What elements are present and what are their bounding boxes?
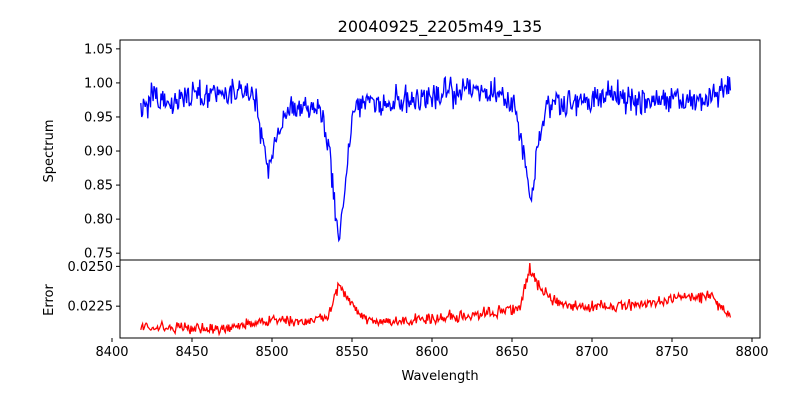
frame-layer — [119, 39, 761, 339]
x-tick-label: 8750 — [655, 345, 688, 360]
y-tick-label: 0.90 — [84, 145, 113, 160]
x-tick-label: 8700 — [575, 345, 608, 360]
y-tick-label: 1.05 — [84, 42, 113, 57]
y-tick-label: 0.95 — [84, 110, 113, 125]
y-tick-label: 0.0250 — [68, 260, 114, 275]
chart-title: 20040925_2205m49_135 — [338, 17, 543, 37]
y-axis-label-top: Spectrum — [42, 120, 57, 183]
y-tick-label: 0.75 — [84, 247, 113, 262]
x-tick-label: 8650 — [495, 345, 528, 360]
y-axis-label-bottom: Error — [42, 284, 57, 316]
series-line-panel-0 — [140, 75, 732, 243]
x-tick-label: 8600 — [415, 345, 448, 360]
y-tick-label: 1.00 — [84, 76, 113, 91]
tick-layer: 0.75 0.80 0.85 0.90 0.95 1.00 1.05 0.0225 0.0250… — [68, 42, 769, 360]
x-tick-label: 8500 — [255, 345, 288, 360]
x-tick-label: 8550 — [335, 345, 368, 360]
x-tick-label: 8800 — [735, 345, 768, 360]
x-tick-label: 8450 — [175, 345, 208, 360]
series-line-panel-1 — [140, 262, 732, 337]
y-tick-label: 0.0225 — [68, 300, 114, 315]
plot-layer — [140, 75, 732, 337]
y-tick-label: 0.80 — [84, 213, 113, 228]
x-tick-label: 8400 — [95, 345, 128, 360]
axes-frame-panel-1 — [119, 259, 761, 339]
y-tick-label: 0.85 — [84, 179, 113, 194]
x-axis-label: Wavelength — [401, 369, 478, 384]
axes-frame-panel-0 — [119, 39, 761, 261]
